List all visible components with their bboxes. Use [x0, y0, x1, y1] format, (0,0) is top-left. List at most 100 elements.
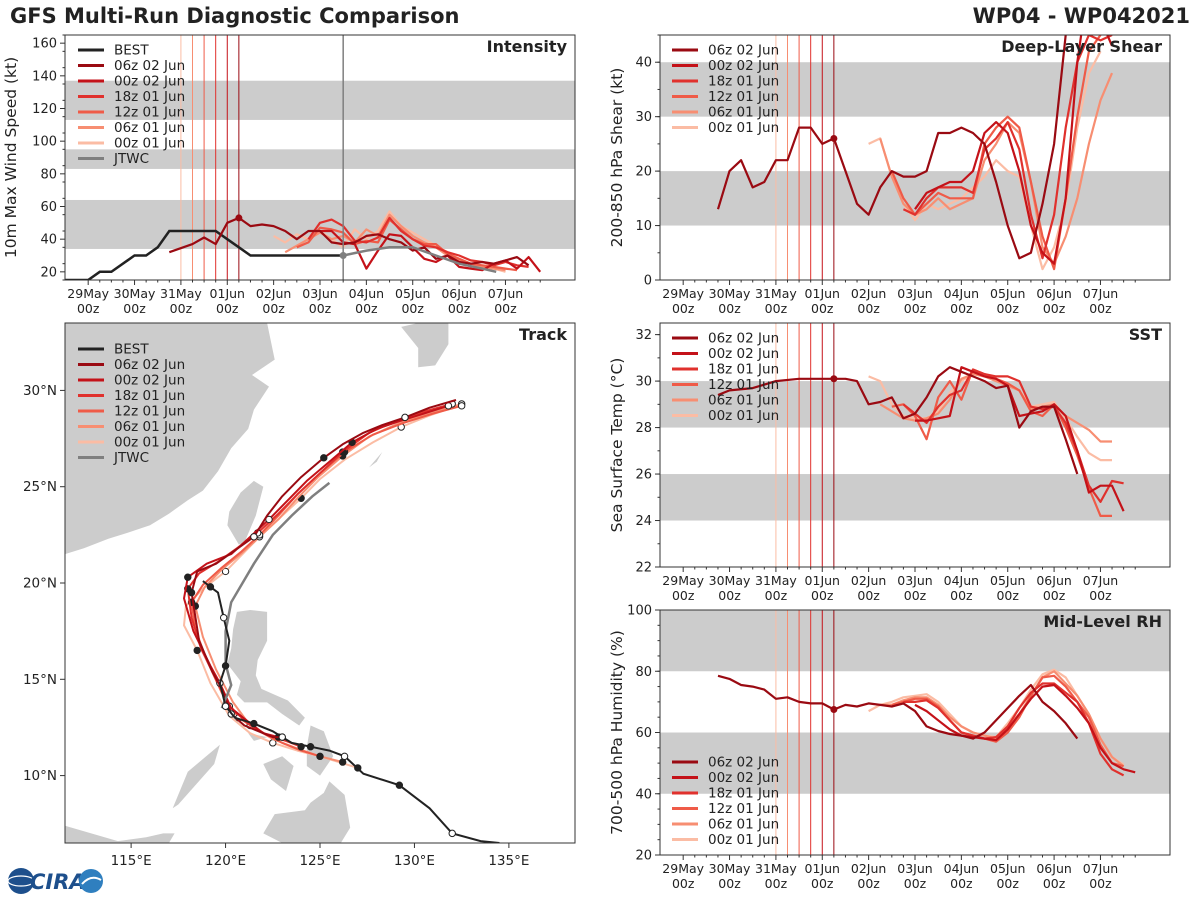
- track-position-marker: [221, 567, 230, 576]
- sst-x-tick-hour: 00z: [996, 588, 1019, 603]
- intensity-legend-label: 00z 01 Jun: [114, 136, 185, 152]
- sst-x-tick-hour: 00z: [718, 588, 741, 603]
- rh-y-tick-label: 20: [635, 849, 652, 864]
- shear-series-line: [879, 72, 1114, 265]
- sst-x-tick-date: 01Jun: [805, 573, 840, 588]
- sst-y-tick-label: 22: [635, 561, 652, 576]
- track-position-marker: [193, 646, 201, 655]
- intensity-band: [65, 80, 575, 120]
- logo-swoosh: [81, 876, 102, 885]
- track-legend-label: 06z 01 Jun: [114, 419, 185, 435]
- intensity-plot-area: [65, 35, 575, 280]
- rh-x-tick-date: 31May: [755, 861, 797, 876]
- intensity-panel: 29May00z30May00z31May00z01Jun00z02Jun00z…: [2, 34, 576, 316]
- shear-band: [660, 171, 1170, 226]
- rh-x-tick-hour: 00z: [811, 876, 834, 891]
- sst-x-tick-date: 29May: [662, 573, 704, 588]
- landmass: [263, 756, 294, 791]
- intensity-y-tick-label: 160: [32, 37, 57, 52]
- landmass: [431, 376, 438, 385]
- rh-series-line: [717, 674, 1079, 740]
- track-lon-label: 130°E: [394, 853, 435, 869]
- intensity-x-tick-date: 06Jun: [441, 286, 476, 301]
- track-position-marker: [316, 752, 324, 761]
- rh-y-tick-label: 80: [635, 665, 652, 680]
- intensity-y-tick-label: 120: [32, 102, 57, 117]
- intensity-x-tick-hour: 00z: [309, 301, 332, 316]
- intensity-best-line: [65, 229, 344, 280]
- shear-x-tick-hour: 00z: [1043, 301, 1066, 316]
- sst-legend-label: 00z 02 Jun: [708, 346, 779, 362]
- intensity-x-tick-date: 01Jun: [210, 286, 245, 301]
- rh-x-tick-hour: 00z: [950, 876, 973, 891]
- rh-x-tick-date: 04Jun: [944, 861, 979, 876]
- track-best-marker: [278, 733, 286, 741]
- sst-series-line: [717, 366, 1079, 475]
- intensity-y-tick-label: 140: [32, 69, 57, 84]
- rh-band: [660, 610, 1170, 672]
- track-legend-label: JTWC: [113, 450, 149, 466]
- intensity-x-tick-date: 03Jun: [302, 286, 337, 301]
- logo-satellite-globe: [79, 869, 103, 893]
- sst-x-tick-date: 06Jun: [1036, 573, 1071, 588]
- shear-legend-label: 12z 01 Jun: [708, 89, 779, 105]
- shear-x-tick-date: 06Jun: [1036, 286, 1071, 301]
- landmass: [401, 323, 449, 368]
- intensity-legend-label: 06z 02 Jun: [114, 58, 185, 74]
- sst-y-tick-label: 24: [635, 514, 652, 529]
- shear-x-tick-hour: 00z: [857, 301, 880, 316]
- rh-y-tick-label: 60: [635, 726, 652, 741]
- track-panel: 115°E 120°E 125°E 130°E 135°E 10°N 15°N 20°N 25°…: [23, 322, 576, 869]
- intensity-x-tick-hour: 00z: [401, 301, 424, 316]
- shear-y-tick-label: 0: [644, 274, 652, 289]
- landmass: [172, 744, 220, 809]
- shear-x-tick-hour: 00z: [996, 301, 1019, 316]
- shear-legend-label: 18z 01 Jun: [708, 74, 779, 90]
- intensity-x-tick-hour: 00z: [170, 301, 193, 316]
- sst-series-line: [915, 366, 1125, 512]
- rh-x-tick-date: 05Jun: [990, 861, 1025, 876]
- rh-x-tick-hour: 00z: [718, 876, 741, 891]
- shear-y-tick-label: 30: [635, 110, 652, 125]
- shear-x-tick-hour: 00z: [672, 301, 695, 316]
- sst-y-tick-label: 28: [635, 421, 652, 436]
- rh-x-tick-hour: 00z: [857, 876, 880, 891]
- track-best-line: [202, 580, 500, 843]
- rh-legend-label: 06z 02 Jun: [708, 755, 779, 771]
- logo-globe: [8, 868, 34, 894]
- rh-x-tick-hour: 00z: [672, 876, 695, 891]
- track-lon-label: 120°E: [205, 853, 246, 869]
- rh-y-tick-label: 40: [635, 787, 652, 802]
- intensity-x-tick-date: 29May: [67, 286, 109, 301]
- intensity-x-tick-hour: 00z: [494, 301, 517, 316]
- rh-x-tick-hour: 00z: [765, 876, 788, 891]
- landmass: [65, 825, 175, 843]
- shear-legend-label: 00z 02 Jun: [708, 58, 779, 74]
- track-legend-label: 18z 01 Jun: [114, 388, 185, 404]
- rh-y-axis-label: 700-500 hPa Humidity (%): [608, 630, 626, 835]
- track-position-marker: [184, 573, 192, 581]
- intensity-x-tick-hour: 00z: [262, 301, 285, 316]
- shear-init-point: [830, 134, 838, 142]
- track-map-area: [65, 323, 500, 843]
- rh-x-tick-date: 29May: [662, 861, 704, 876]
- track-legend-label: 12z 01 Jun: [114, 404, 185, 420]
- shear-y-tick-label: 10: [635, 219, 652, 234]
- shear-x-tick-date: 05Jun: [990, 286, 1025, 301]
- sst-panel: 29May00z30May00z31May00z01Jun00z02Jun00z…: [608, 322, 1171, 603]
- sst-init-point: [830, 375, 838, 383]
- shear-legend-label: 06z 02 Jun: [708, 43, 779, 59]
- shear-x-tick-hour: 00z: [718, 301, 741, 316]
- intensity-legend-label: 06z 01 Jun: [114, 120, 185, 136]
- rh-x-tick-hour: 00z: [1089, 876, 1112, 891]
- track-series-line: [194, 402, 462, 764]
- cira-logo: CIRA: [7, 868, 103, 894]
- sst-x-tick-hour: 00z: [950, 588, 973, 603]
- track-legend-label: BEST: [114, 342, 149, 358]
- shear-x-tick-hour: 00z: [811, 301, 834, 316]
- rh-y-tick-label: 100: [627, 604, 652, 619]
- intensity-x-tick-hour: 00z: [216, 301, 239, 316]
- rh-series-line: [891, 674, 1124, 768]
- sst-x-tick-hour: 00z: [904, 588, 927, 603]
- sst-x-tick-date: 31May: [755, 573, 797, 588]
